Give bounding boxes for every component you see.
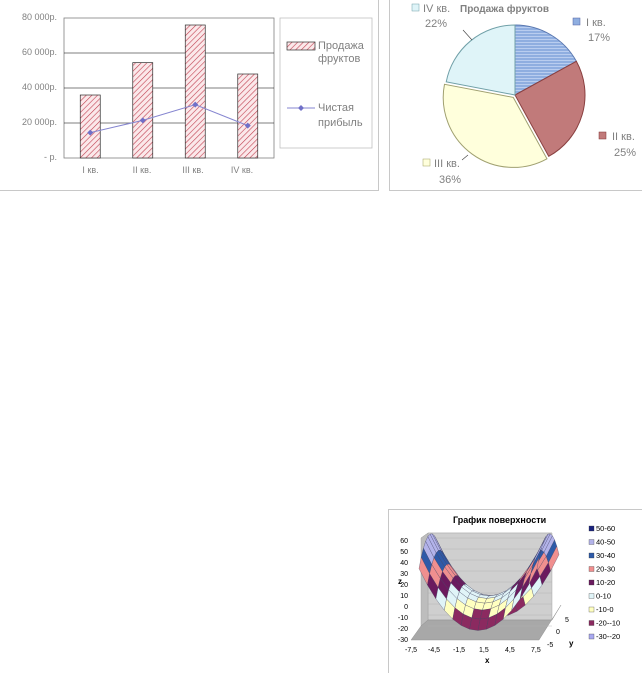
- pie-label-q4: IV кв.: [423, 3, 450, 15]
- legend-label: -20--10: [596, 619, 620, 628]
- profit-line: [90, 104, 248, 134]
- x-axis-label: x: [485, 656, 490, 665]
- legend-box: [279, 17, 373, 149]
- sales-profit-chart: 80 000р. 60 000р. 40 000р. 20 000р. - р.…: [0, 0, 379, 191]
- z-tick-label: 40: [400, 560, 408, 567]
- bar: [237, 73, 259, 159]
- legend-label: 0-10: [596, 592, 611, 601]
- y-tick-label: - р.: [44, 152, 57, 162]
- legend-swatch-sales: [286, 41, 316, 51]
- x-tick-label: 7,5: [531, 647, 541, 654]
- y-tick-label: 80 000р.: [22, 12, 57, 22]
- profit-point: [192, 101, 199, 108]
- legend-swatch: [588, 620, 595, 626]
- z-tick-label: 20: [400, 582, 408, 589]
- x-tick-label: -1,5: [453, 647, 465, 654]
- z-tick-label: 50: [400, 549, 408, 556]
- bar: [184, 24, 206, 159]
- y-tick-label: 60 000р.: [22, 47, 57, 57]
- z-axis-label: z: [398, 577, 402, 586]
- legend-label: 40-50: [596, 538, 615, 547]
- legend-label: 20-30: [596, 565, 615, 574]
- y-tick-label: -5: [547, 642, 553, 649]
- profit-point: [244, 122, 251, 129]
- surface-chart-svg: График поверхности 60 50 40 30 20 10 0 -…: [398, 515, 620, 665]
- legend-label: 30-40: [596, 551, 615, 560]
- pie-slice: [445, 24, 516, 96]
- legend-swatch: [588, 566, 595, 572]
- pie-chart-svg: Продажа фруктов I кв. 17% II кв. 25% III…: [411, 3, 636, 186]
- legend-key-q1: [572, 17, 581, 26]
- x-tick-label: 4,5: [505, 647, 515, 654]
- x-tick-label: -7,5: [405, 647, 417, 654]
- x-tick-label: II кв.: [133, 165, 152, 175]
- pie-label-q1: I кв.: [586, 17, 606, 29]
- x-tick-label: III кв.: [182, 165, 203, 175]
- sales-profit-chart-svg: 80 000р. 60 000р. 40 000р. 20 000р. - р.…: [22, 12, 373, 175]
- x-tick-label: -4,5: [428, 647, 440, 654]
- legend-swatch: [588, 552, 595, 559]
- legend-swatch: [588, 539, 595, 545]
- legend-swatch: [588, 606, 595, 613]
- surface-chart: График поверхности 60 50 40 30 20 10 0 -…: [388, 509, 642, 673]
- pie-leader-line: [461, 154, 469, 161]
- legend-swatch: [588, 633, 595, 640]
- legend-swatch: [588, 593, 595, 599]
- bar: [79, 94, 101, 159]
- pie-slice: [514, 24, 578, 96]
- legend-key-q2: [598, 131, 607, 140]
- surface-patch: [528, 557, 540, 586]
- legend-key-q4: [411, 3, 420, 12]
- pie-pct-q1: 17%: [588, 32, 610, 44]
- z-tick-label: -20: [398, 626, 408, 633]
- y-tick-label: 0: [556, 629, 560, 636]
- pie-pct-q2: 25%: [614, 147, 636, 159]
- legend-label-profit: Чистая: [318, 102, 354, 114]
- z-tick-label: -30: [398, 637, 408, 644]
- profit-point: [139, 117, 146, 124]
- legend-label: 50-60: [596, 524, 615, 533]
- pie-slice: [514, 60, 586, 158]
- z-tick-label: -10: [398, 615, 408, 622]
- legend-label: -30--20: [596, 632, 620, 641]
- pie-label-q3: III кв.: [434, 158, 460, 170]
- x-tick-label: I кв.: [82, 165, 98, 175]
- surface-title: График поверхности: [453, 515, 546, 525]
- legend-label-sales: Продажа: [318, 40, 365, 52]
- pie-label-q2: II кв.: [612, 131, 635, 143]
- legend-swatch: [588, 525, 595, 532]
- fruit-sales-pie-chart: Продажа фруктов I кв. 17% II кв. 25% III…: [389, 0, 642, 191]
- legend-key-q3: [422, 158, 431, 167]
- legend-marker-profit: [298, 105, 304, 111]
- bar: [132, 62, 154, 159]
- pie-title: Продажа фруктов: [460, 3, 549, 15]
- y-tick-label: 20 000р.: [22, 117, 57, 127]
- legend-label: 10-20: [596, 578, 615, 587]
- y-tick-label: 5: [565, 617, 569, 624]
- pie-leader-line: [462, 29, 473, 41]
- pie-pct-q4: 22%: [425, 18, 447, 30]
- z-tick-label: 10: [400, 593, 408, 600]
- z-tick-label: 30: [400, 571, 408, 578]
- profit-point: [87, 129, 94, 136]
- x-tick-label: IV кв.: [231, 165, 253, 175]
- pie-pct-q3: 36%: [439, 174, 461, 186]
- z-tick-label: 0: [404, 604, 408, 611]
- legend-swatch: [588, 579, 595, 586]
- legend-label-sales: фруктов: [318, 53, 361, 65]
- x-tick-label: 1,5: [479, 647, 489, 654]
- z-tick-label: 60: [400, 538, 408, 545]
- y-axis-label: y: [569, 639, 574, 648]
- legend-label: -10-0: [596, 605, 614, 614]
- legend-label-profit: прибыль: [318, 117, 363, 129]
- pie-slice: [442, 83, 548, 168]
- y-tick-label: 40 000р.: [22, 82, 57, 92]
